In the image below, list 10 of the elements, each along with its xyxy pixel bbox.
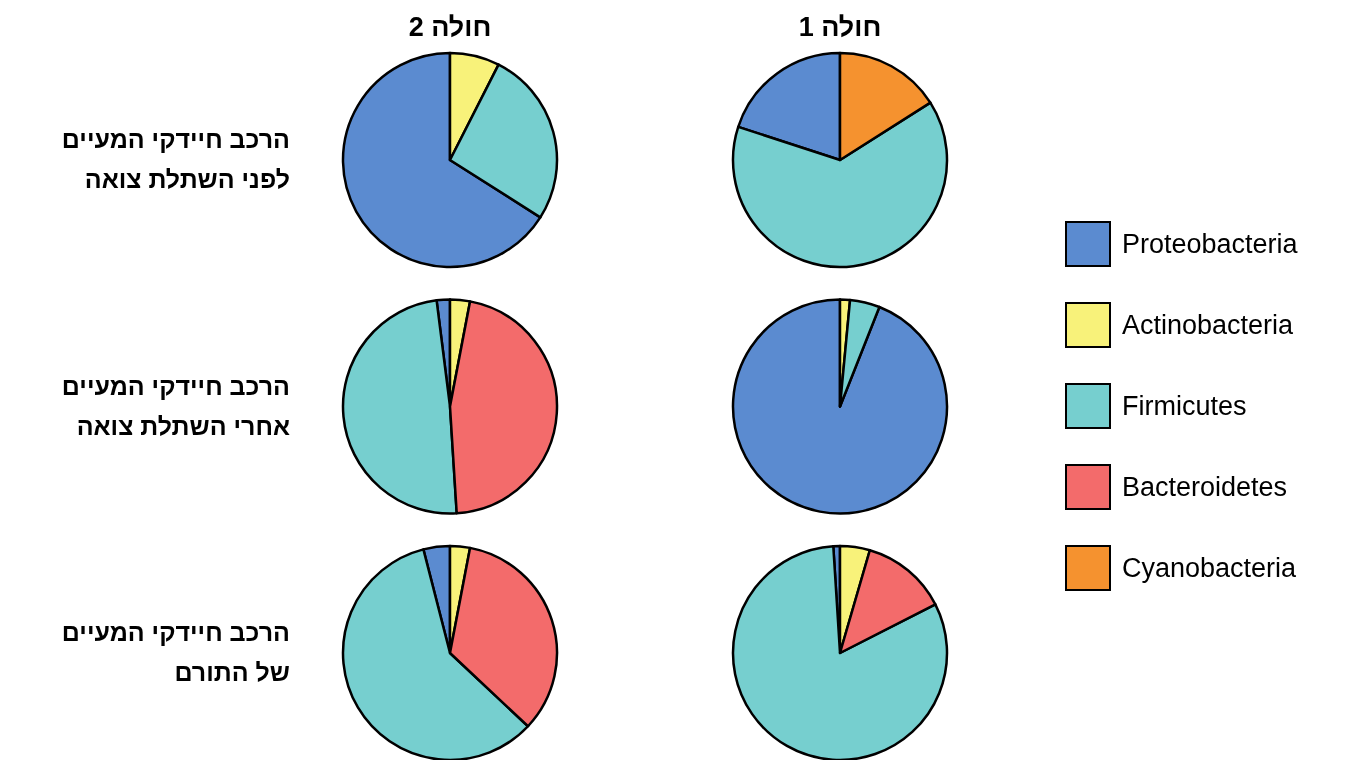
text: הרכב חיידקי המעיים לפני השתלת צואה xyxy=(61,125,290,193)
text: הרכב חיידקי המעיים אחרי השתלת צואה xyxy=(61,371,290,440)
legend-label: Proteobacteria xyxy=(1122,229,1299,259)
legend-label: Actinobacteria xyxy=(1122,310,1295,340)
legend-label: Firmicutes xyxy=(1122,391,1247,421)
legend-label: Bacteroidetes xyxy=(1122,472,1288,502)
text: הרכב חיידקי המעיים של התורם xyxy=(61,618,290,686)
chart-title: חולה 1 xyxy=(798,12,882,42)
legend-label: Cyanobacteria xyxy=(1122,553,1298,583)
chart-title: חולה 2 xyxy=(408,12,492,42)
